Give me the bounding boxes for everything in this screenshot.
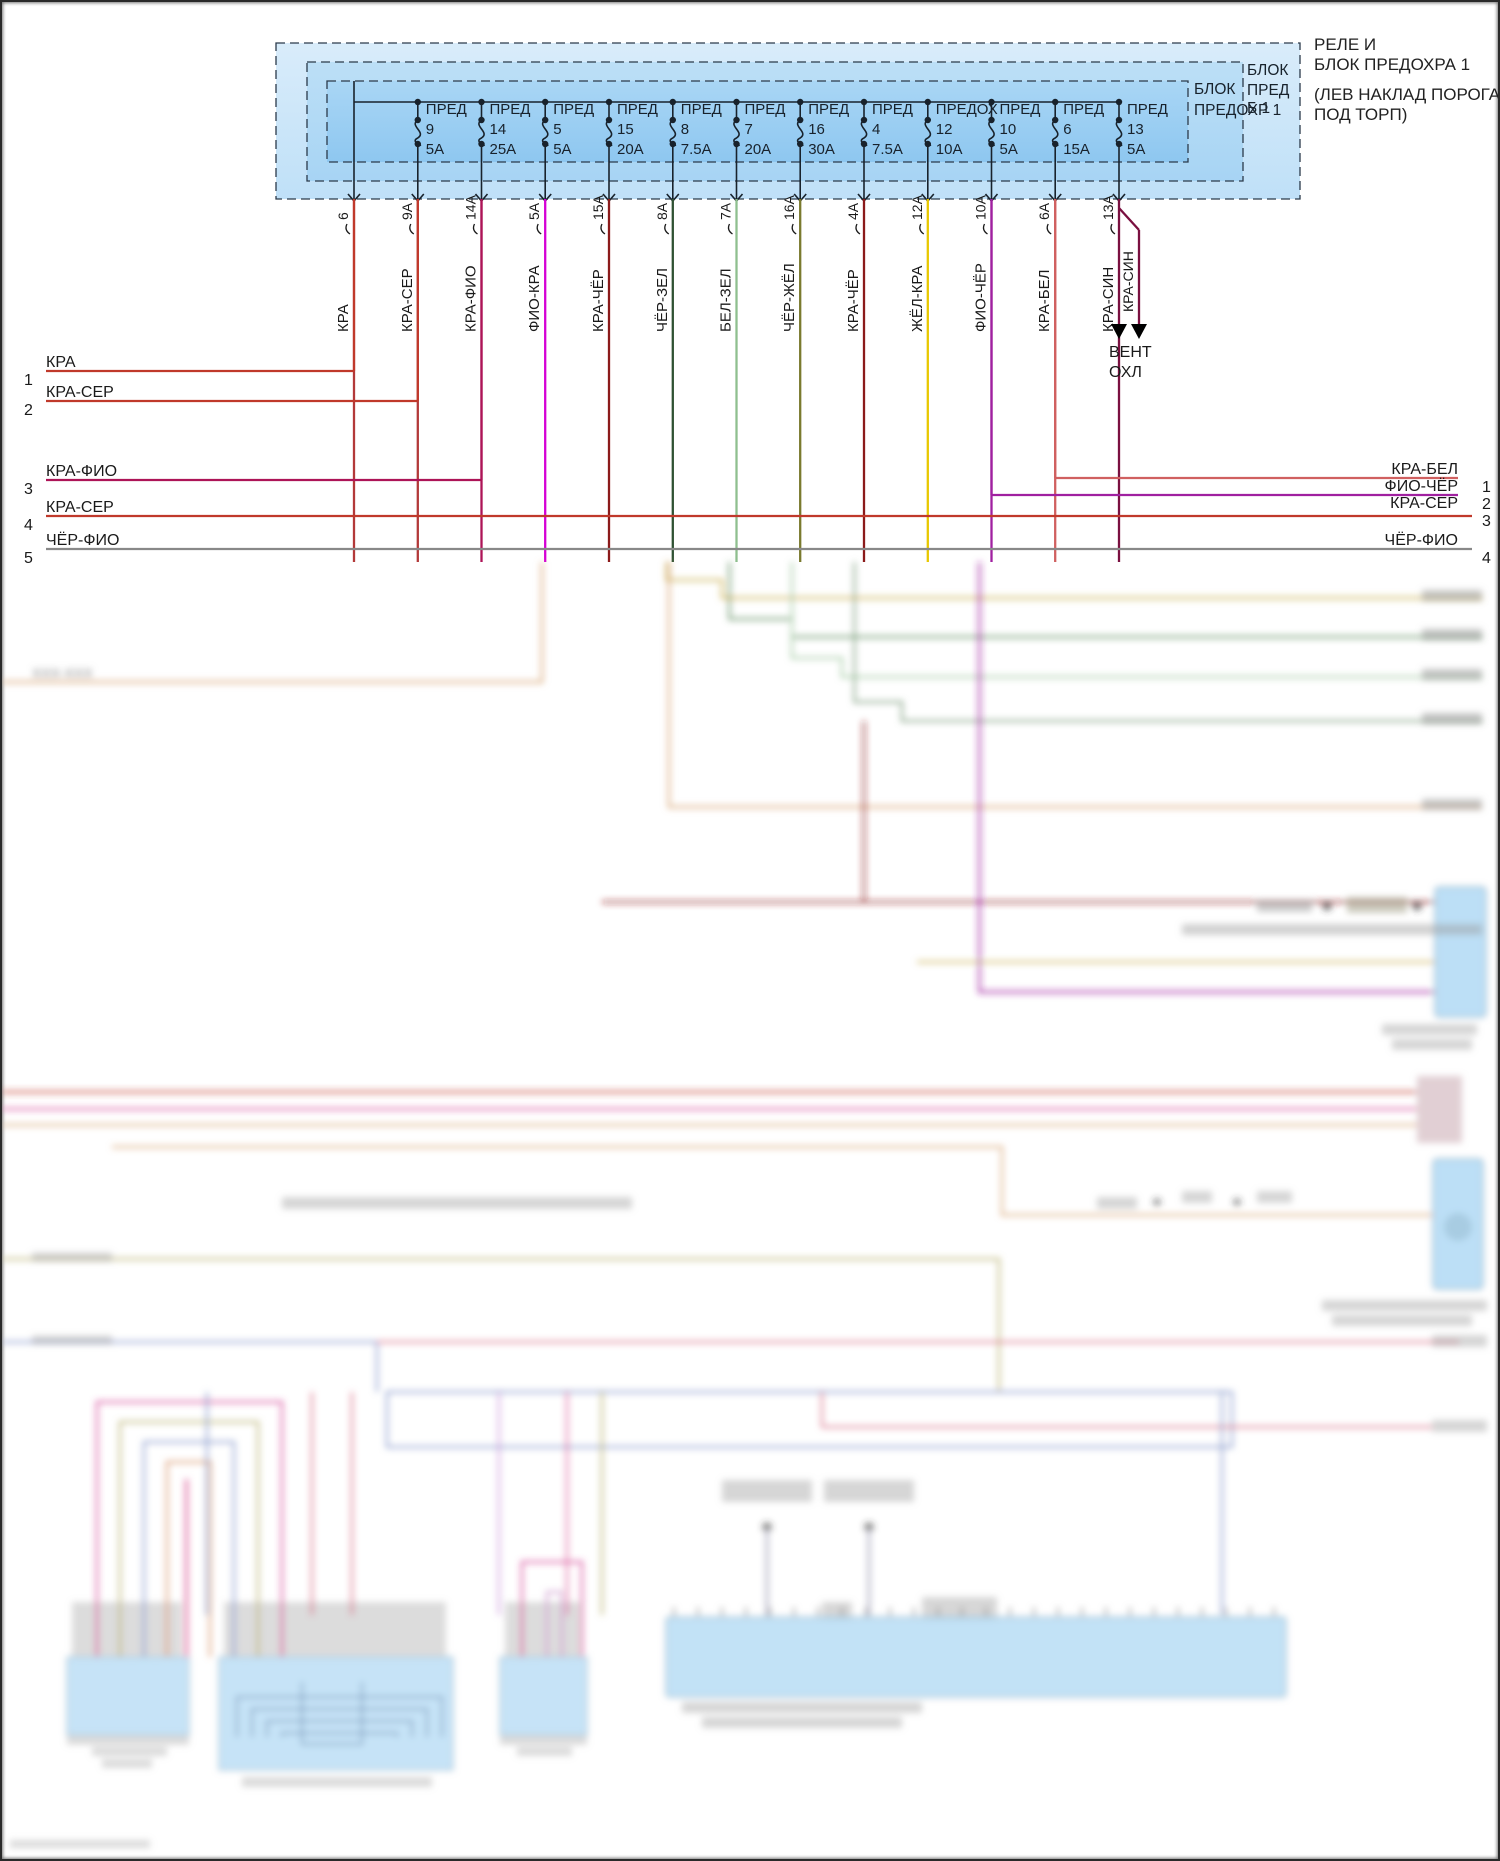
svg-text:ПРЕД: ПРЕД <box>1000 101 1041 118</box>
svg-text:7.5А: 7.5А <box>872 141 903 158</box>
svg-text:12А: 12А <box>909 194 925 220</box>
svg-text:ЧЁР-ЖЁЛ: ЧЁР-ЖЁЛ <box>781 263 798 332</box>
svg-text:6А: 6А <box>1036 202 1052 220</box>
svg-text:3: 3 <box>24 481 33 498</box>
svg-text:1: 1 <box>24 372 33 389</box>
svg-text:КРА-СЕР: КРА-СЕР <box>46 384 114 401</box>
svg-text:КРА-СЕР: КРА-СЕР <box>46 499 114 516</box>
svg-text:КРА-ЧЁР: КРА-ЧЁР <box>590 269 607 332</box>
svg-text:ПРЕД: ПРЕД <box>872 101 913 118</box>
svg-text:ЧЁР-ФИО: ЧЁР-ФИО <box>46 531 119 549</box>
svg-text:ЧЁР-ФИО: ЧЁР-ФИО <box>1385 531 1458 549</box>
svg-text:14А: 14А <box>463 194 479 220</box>
svg-text:БЕЛ-ЗЕЛ: БЕЛ-ЗЕЛ <box>718 268 735 332</box>
svg-text:ВЕНТ: ВЕНТ <box>1109 344 1152 361</box>
svg-text:ЧЁР-ЗЕЛ: ЧЁР-ЗЕЛ <box>654 268 671 332</box>
svg-text:7: 7 <box>745 121 753 138</box>
svg-text:5А: 5А <box>1127 141 1145 158</box>
svg-text:15А: 15А <box>590 194 606 220</box>
svg-text:КРА-СЕР: КРА-СЕР <box>1390 495 1458 512</box>
svg-text:КРА-ФИО: КРА-ФИО <box>463 265 480 332</box>
svg-text:14: 14 <box>490 121 507 138</box>
svg-text:ПРЕД: ПРЕД <box>1247 82 1290 99</box>
svg-text:ПРЕД: ПРЕД <box>617 101 658 118</box>
svg-text:ПРЕД: ПРЕД <box>1127 101 1168 118</box>
svg-text:(ЛЕВ НАКЛАД ПОРОГА: (ЛЕВ НАКЛАД ПОРОГА <box>1314 85 1500 104</box>
svg-text:13: 13 <box>1127 121 1144 138</box>
svg-text:10А: 10А <box>973 194 989 220</box>
svg-text:КРА: КРА <box>46 354 76 371</box>
svg-text:20А: 20А <box>617 141 644 158</box>
svg-text:4: 4 <box>1482 550 1491 567</box>
svg-text:КРА-ЧЁР: КРА-ЧЁР <box>845 269 862 332</box>
svg-text:8А: 8А <box>654 202 670 220</box>
svg-text:5: 5 <box>24 550 33 567</box>
svg-text:ФИО-ЧЁР: ФИО-ЧЁР <box>973 263 990 332</box>
svg-text:7.5А: 7.5А <box>681 141 712 158</box>
svg-text:КРА-ФИО: КРА-ФИО <box>46 463 117 480</box>
svg-text:30А: 30А <box>808 141 835 158</box>
svg-text:4: 4 <box>24 517 33 534</box>
svg-text:10А: 10А <box>936 141 963 158</box>
svg-text:ПРЕД: ПРЕД <box>490 101 531 118</box>
svg-text:ПОД ТОРП): ПОД ТОРП) <box>1314 105 1407 124</box>
svg-text:16А: 16А <box>781 194 797 220</box>
svg-text:КРА-БЕЛ: КРА-БЕЛ <box>1036 270 1053 332</box>
svg-text:ХХХ-ХХХ: ХХХ-ХХХ <box>32 665 93 681</box>
svg-text:ПРЕД: ПРЕД <box>426 101 467 118</box>
svg-text:ОХЛ: ОХЛ <box>1109 364 1142 381</box>
svg-text:15А: 15А <box>1063 141 1090 158</box>
svg-text:13А: 13А <box>1100 194 1116 220</box>
svg-text:2: 2 <box>1482 496 1491 513</box>
svg-text:12: 12 <box>936 121 953 138</box>
svg-text:КРА-БЕЛ: КРА-БЕЛ <box>1391 461 1458 478</box>
svg-text:1: 1 <box>1482 479 1491 496</box>
svg-text:ФИО-КРА: ФИО-КРА <box>526 265 543 332</box>
svg-text:6: 6 <box>335 212 351 220</box>
svg-text:4А: 4А <box>845 202 861 220</box>
svg-text:16: 16 <box>808 121 825 138</box>
svg-text:ПРЕД: ПРЕД <box>745 101 786 118</box>
svg-text:9А: 9А <box>399 202 415 220</box>
svg-text:15: 15 <box>617 121 634 138</box>
svg-text:4: 4 <box>872 121 880 138</box>
svg-text:КРА-СИН: КРА-СИН <box>1120 251 1136 312</box>
svg-text:ФИО-ЧЁР: ФИО-ЧЁР <box>1385 477 1458 495</box>
svg-text:5А: 5А <box>426 141 444 158</box>
svg-text:25А: 25А <box>490 141 517 158</box>
svg-text:5А: 5А <box>553 141 571 158</box>
svg-text:РЕЛЕ И: РЕЛЕ И <box>1314 35 1376 54</box>
svg-text:КРА: КРА <box>335 304 352 332</box>
svg-text:ПРЕД: ПРЕД <box>553 101 594 118</box>
svg-text:5А: 5А <box>1000 141 1018 158</box>
svg-text:7А: 7А <box>718 202 734 220</box>
svg-text:ПРЕД: ПРЕД <box>681 101 722 118</box>
svg-text:КРА-СЕР: КРА-СЕР <box>399 268 416 332</box>
svg-text:3: 3 <box>1482 513 1491 530</box>
svg-text:ЖЁЛ-КРА: ЖЁЛ-КРА <box>909 266 926 332</box>
svg-text:5А: 5А <box>526 202 542 220</box>
svg-text:5: 5 <box>553 121 561 138</box>
svg-text:КРА-СИН: КРА-СИН <box>1100 267 1117 332</box>
svg-text:ПРЕДОХР 1: ПРЕДОХР 1 <box>1194 102 1281 119</box>
svg-text:ПРЕД: ПРЕД <box>1063 101 1104 118</box>
svg-text:9: 9 <box>426 121 434 138</box>
svg-text:8: 8 <box>681 121 689 138</box>
svg-text:ПРЕД: ПРЕД <box>808 101 849 118</box>
svg-text:6: 6 <box>1063 121 1071 138</box>
svg-text:ПРЕДОХ: ПРЕДОХ <box>936 101 998 118</box>
svg-text:БЛОК: БЛОК <box>1194 81 1235 98</box>
svg-text:10: 10 <box>1000 121 1017 138</box>
svg-text:БЛОК ПРЕДОХРА 1: БЛОК ПРЕДОХРА 1 <box>1314 55 1470 74</box>
svg-text:2: 2 <box>24 402 33 419</box>
svg-text:20А: 20А <box>745 141 772 158</box>
svg-text:БЛОК: БЛОК <box>1247 62 1288 79</box>
